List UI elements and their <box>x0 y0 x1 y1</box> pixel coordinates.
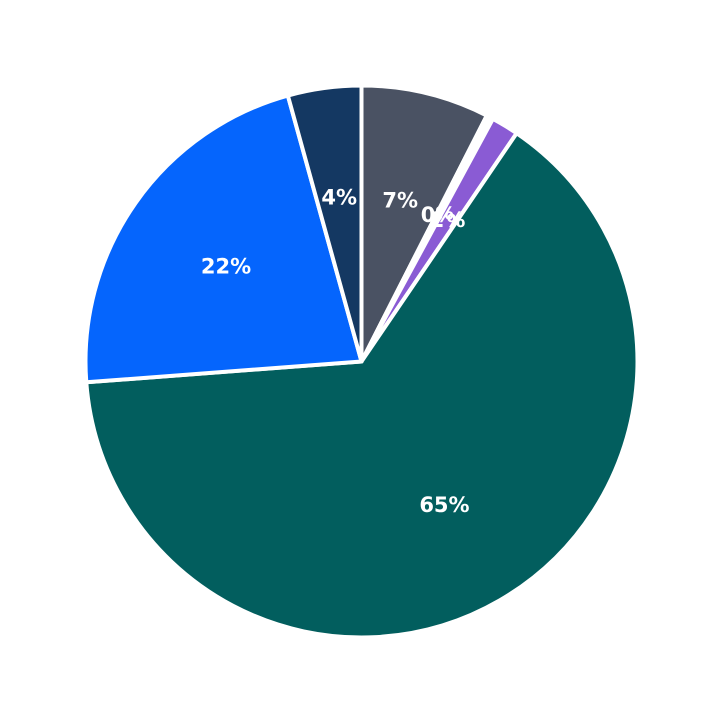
slice-label: 2% <box>430 208 466 232</box>
slice-label: 4% <box>321 185 357 209</box>
slice-label: 65% <box>419 493 469 517</box>
pie-slice <box>359 83 489 364</box>
pie-slices <box>83 83 640 640</box>
pie-slice <box>84 131 640 640</box>
pie-labels: 7%0%2% 65% 22% 4% <box>201 185 470 516</box>
slice-label: 0% <box>421 203 457 227</box>
pie-slice <box>285 83 364 364</box>
slice-label: 7% <box>382 188 418 212</box>
slice-label: 22% <box>201 254 251 278</box>
pie-slice <box>83 93 364 385</box>
